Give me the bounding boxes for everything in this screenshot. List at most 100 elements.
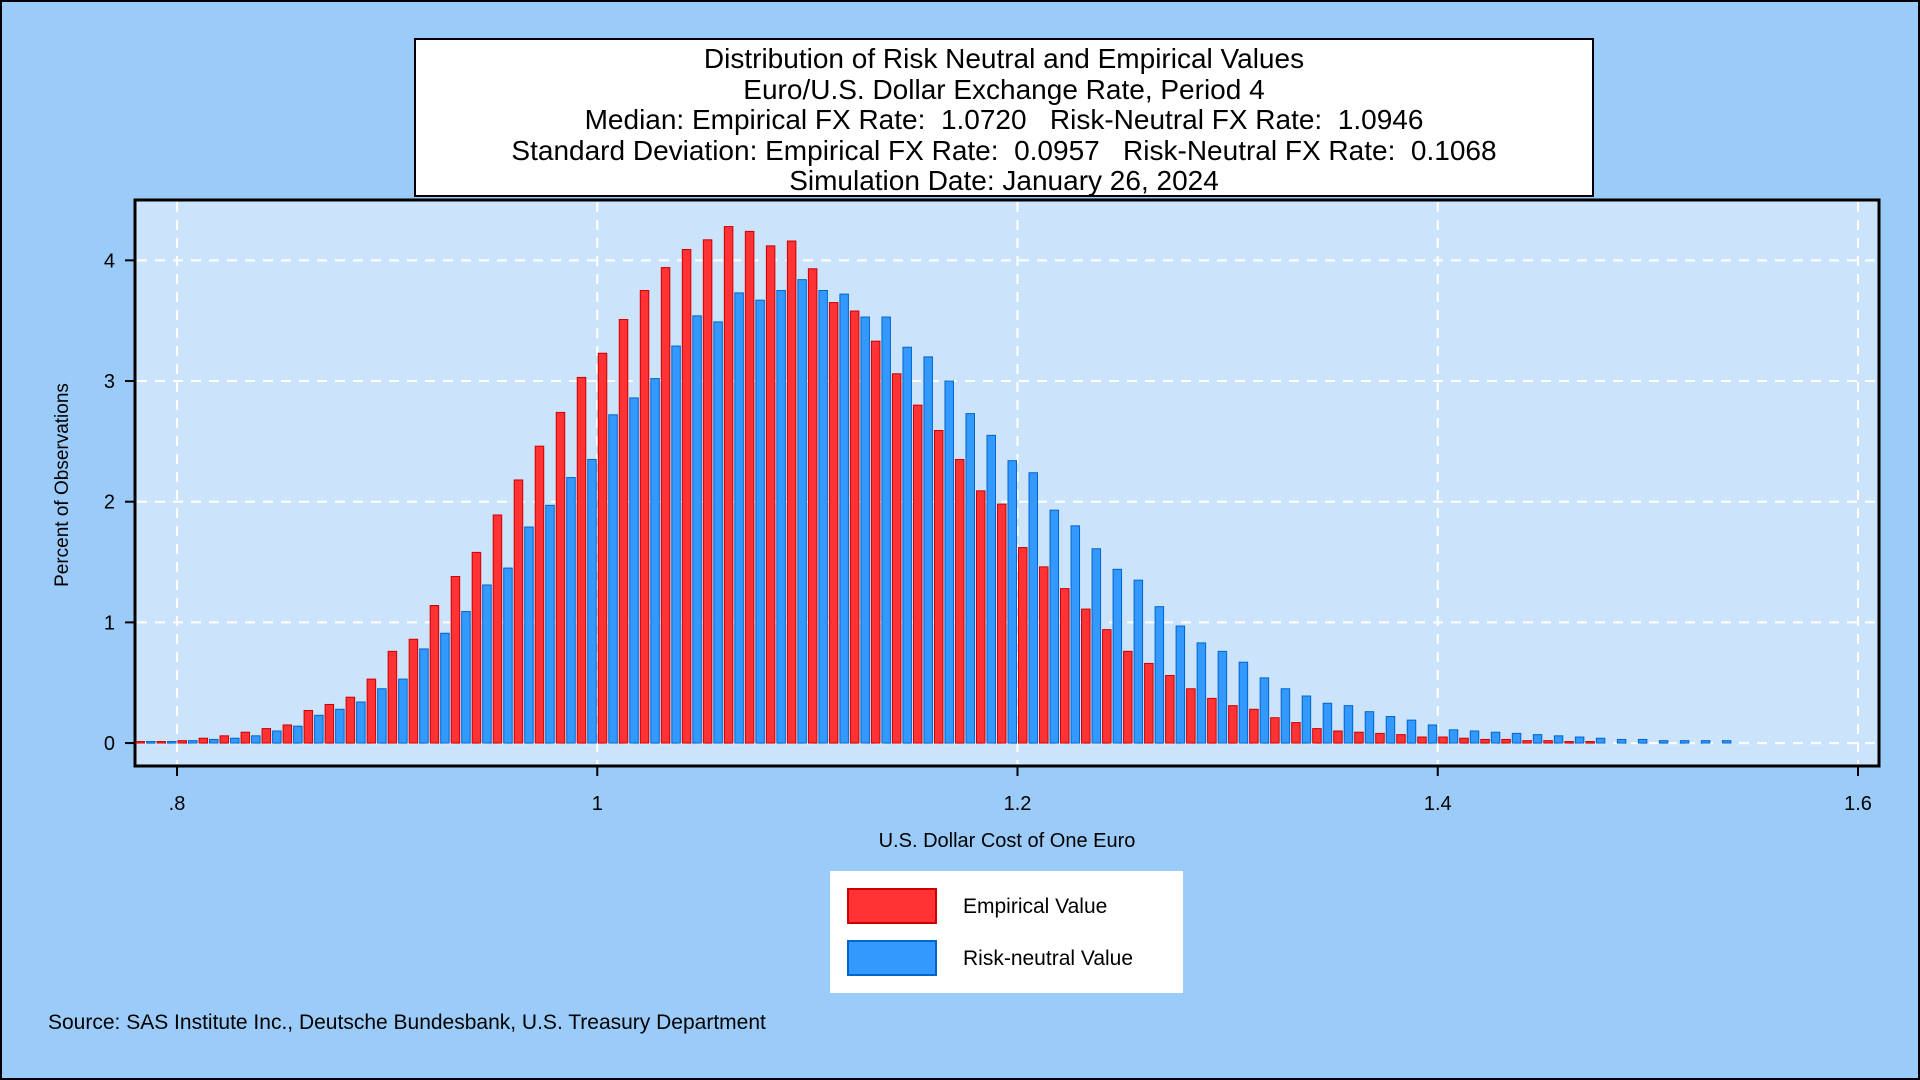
bar-risk-neutral [650, 378, 660, 744]
bar-empirical [198, 737, 209, 744]
bar-risk-neutral [419, 648, 429, 744]
bar-risk-neutral [1385, 716, 1396, 744]
bar-risk-neutral [1133, 579, 1144, 744]
bar-risk-neutral [608, 414, 618, 744]
bar-risk-neutral [1574, 736, 1585, 744]
bar-empirical [618, 318, 629, 744]
bar-empirical [1585, 741, 1595, 744]
bar-risk-neutral [293, 725, 303, 744]
bar-risk-neutral [1238, 661, 1249, 744]
bar-risk-neutral [1616, 738, 1627, 744]
bar-empirical [828, 302, 839, 744]
bar-empirical [975, 490, 986, 744]
bar-empirical [1165, 674, 1175, 744]
bar-risk-neutral [167, 741, 177, 744]
bar-risk-neutral [587, 458, 597, 744]
bar-risk-neutral [440, 632, 450, 744]
bar-empirical [996, 503, 1007, 744]
bar-empirical [1396, 734, 1406, 744]
bar-risk-neutral [776, 290, 786, 744]
bar-empirical [555, 411, 566, 744]
bar-risk-neutral [860, 316, 870, 744]
bar-empirical [1312, 728, 1322, 744]
bar-risk-neutral [902, 346, 912, 744]
bar-empirical [1564, 741, 1574, 744]
bar-empirical [156, 741, 167, 744]
bar-risk-neutral [1028, 472, 1039, 744]
bar-empirical [786, 240, 797, 744]
bar-risk-neutral [146, 741, 156, 744]
bar-empirical [261, 728, 272, 744]
bar-empirical [345, 696, 356, 744]
bar-empirical [387, 650, 398, 744]
legend-swatch-empirical [847, 888, 937, 924]
bar-empirical [303, 709, 314, 744]
bar-risk-neutral [1700, 740, 1711, 744]
bar-risk-neutral [482, 584, 492, 744]
bar-empirical [1354, 731, 1364, 744]
bar-empirical [744, 230, 755, 744]
bar-risk-neutral [1658, 740, 1669, 744]
bar-empirical [534, 445, 545, 744]
bar-empirical [639, 290, 650, 744]
bar-risk-neutral [1511, 732, 1522, 744]
bar-empirical [1249, 708, 1259, 744]
y-tick-label: 2 [104, 492, 115, 514]
bar-risk-neutral [1721, 740, 1732, 744]
bar-risk-neutral [1154, 606, 1165, 744]
bar-empirical [1333, 730, 1343, 744]
bar-risk-neutral [713, 321, 723, 744]
bar-risk-neutral [1091, 548, 1102, 744]
legend-label-risk-neutral: Risk-neutral Value [963, 947, 1134, 970]
bar-empirical [492, 514, 503, 744]
bar-empirical [765, 245, 776, 744]
source-note: Source: SAS Institute Inc., Deutsche Bun… [48, 1011, 766, 1034]
bar-risk-neutral [755, 299, 765, 744]
bar-risk-neutral [1364, 711, 1375, 744]
x-tick-label: .8 [169, 793, 186, 815]
bar-risk-neutral [1406, 719, 1417, 744]
bar-empirical [1186, 688, 1196, 744]
bar-empirical [597, 352, 608, 744]
y-tick-label: 4 [104, 250, 115, 272]
bar-empirical [891, 373, 902, 744]
bar-empirical [1480, 738, 1490, 744]
bar-risk-neutral [251, 735, 261, 744]
y-tick-label: 0 [104, 733, 115, 755]
bar-risk-neutral [356, 701, 366, 744]
chart-title: Distribution of Risk Neutral and Empiric… [703, 43, 1305, 74]
bar-risk-neutral [272, 730, 282, 744]
bar-risk-neutral [566, 477, 576, 744]
bar-risk-neutral [1322, 702, 1333, 744]
bar-risk-neutral [1448, 729, 1459, 744]
bar-empirical [1081, 608, 1091, 744]
bar-risk-neutral [1196, 642, 1207, 744]
bar-risk-neutral [1553, 735, 1564, 744]
bar-empirical [450, 576, 461, 744]
bar-risk-neutral [503, 567, 513, 744]
bar-risk-neutral [1679, 740, 1690, 744]
bar-empirical [1123, 650, 1133, 744]
bar-empirical [1501, 738, 1511, 744]
bar-empirical [1438, 736, 1448, 744]
bar-risk-neutral [986, 434, 996, 744]
chart-subtitle: Euro/U.S. Dollar Exchange Rate, Period 4 [743, 73, 1265, 105]
bar-empirical [240, 731, 251, 744]
bar-empirical [1459, 737, 1469, 744]
bar-risk-neutral [545, 504, 555, 744]
bar-risk-neutral [1112, 568, 1123, 744]
bar-risk-neutral [1280, 688, 1291, 744]
bar-empirical [1207, 697, 1217, 744]
bar-risk-neutral [923, 356, 933, 744]
bar-empirical [408, 638, 419, 744]
bar-empirical [1228, 705, 1238, 744]
bar-risk-neutral [1070, 525, 1081, 744]
bar-risk-neutral [314, 714, 324, 744]
bar-risk-neutral [1427, 724, 1438, 744]
x-axis-label: U.S. Dollar Cost of One Euro [879, 830, 1136, 852]
axes: .8 1 1.2 1.4 1.6 0 1 2 3 4 [104, 250, 1872, 815]
bar-risk-neutral [1259, 677, 1270, 744]
x-tick-label: 1 [592, 793, 603, 815]
bar-risk-neutral [671, 345, 681, 744]
